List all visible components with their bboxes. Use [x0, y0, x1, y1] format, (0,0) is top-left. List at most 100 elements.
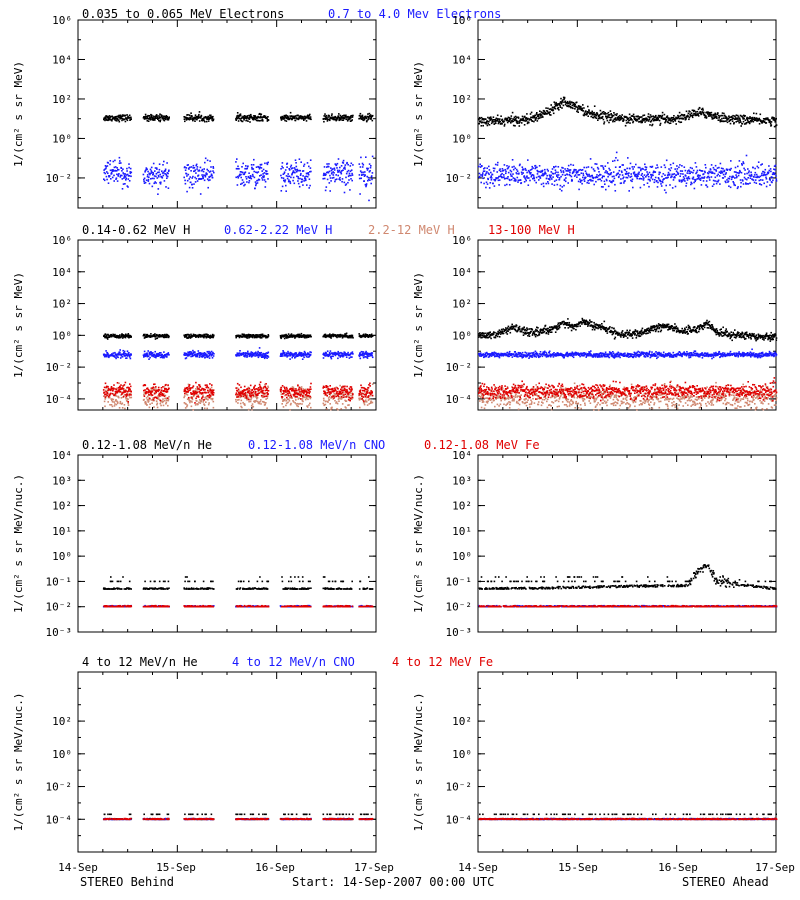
data-point — [566, 173, 568, 176]
data-point — [605, 117, 608, 120]
data-point — [294, 396, 297, 399]
data-point — [205, 172, 208, 174]
data-point — [485, 186, 487, 189]
data-point — [188, 114, 191, 116]
data-point — [281, 353, 283, 355]
data-point — [748, 122, 751, 125]
data-point — [212, 335, 215, 338]
data-point — [498, 175, 500, 178]
data-point — [549, 176, 552, 179]
data-point — [330, 114, 333, 117]
data-point — [641, 118, 644, 120]
data-point — [567, 182, 569, 184]
data-point — [518, 164, 521, 167]
data-point — [675, 170, 678, 172]
data-point — [703, 176, 706, 178]
data-point — [564, 100, 567, 103]
data-point — [165, 175, 168, 177]
data-point — [344, 351, 346, 354]
data-point — [283, 399, 285, 402]
data-point — [302, 354, 305, 357]
data-point — [728, 185, 730, 187]
data-point — [153, 175, 156, 177]
data-point — [651, 173, 653, 176]
data-point — [122, 183, 125, 185]
data-point — [254, 401, 256, 403]
data-point — [498, 119, 500, 121]
data-point — [743, 117, 745, 120]
data-point — [641, 178, 643, 180]
data-point — [259, 335, 261, 338]
data-point — [203, 168, 205, 170]
data-point — [195, 388, 197, 390]
data-point — [656, 164, 658, 166]
data-point — [653, 181, 656, 184]
data-point — [482, 177, 484, 180]
data-point — [713, 172, 716, 175]
data-point — [616, 159, 619, 162]
data-point — [744, 119, 747, 121]
data-point — [606, 179, 608, 182]
data-point — [124, 389, 127, 391]
data-point — [242, 352, 245, 355]
data-point — [151, 388, 153, 390]
data-point — [149, 353, 151, 356]
data-point — [341, 115, 344, 117]
data-point — [751, 178, 754, 181]
data-point — [691, 167, 693, 170]
data-point — [120, 336, 122, 339]
data-point — [248, 180, 251, 182]
data-point — [333, 172, 335, 174]
data-point — [509, 173, 512, 175]
data-point — [338, 354, 340, 357]
data-point — [533, 179, 536, 182]
data-point — [119, 117, 121, 120]
data-point — [121, 117, 124, 120]
data-point — [124, 336, 127, 339]
data-point — [549, 176, 552, 178]
data-point — [638, 173, 640, 175]
data-point — [290, 333, 293, 335]
data-point — [247, 165, 249, 167]
data-point — [128, 175, 131, 177]
data-point — [590, 166, 593, 169]
data-point — [266, 120, 269, 122]
data-point — [106, 336, 108, 338]
data-point — [146, 333, 149, 336]
data-point — [363, 354, 365, 356]
data-point — [157, 398, 159, 400]
data-point — [150, 115, 152, 117]
data-point — [522, 118, 525, 120]
data-point — [322, 177, 324, 180]
data-point — [201, 356, 204, 358]
data-point — [156, 117, 158, 119]
data-point — [504, 118, 506, 121]
data-point — [365, 183, 368, 185]
data-point — [501, 176, 503, 179]
data-point — [125, 179, 127, 181]
data-point — [731, 118, 733, 120]
data-point — [560, 171, 563, 173]
data-point — [254, 396, 257, 398]
data-point — [351, 116, 354, 118]
data-point — [773, 173, 776, 176]
data-point — [348, 179, 350, 181]
data-point — [190, 170, 192, 172]
data-point — [127, 333, 130, 335]
data-point — [192, 175, 194, 178]
data-point — [575, 101, 578, 104]
data-point — [154, 350, 156, 353]
data-point — [577, 174, 579, 176]
data-point — [688, 116, 691, 119]
data-point — [256, 171, 258, 174]
data-point — [115, 395, 118, 397]
data-point — [309, 171, 311, 173]
data-point — [359, 117, 361, 120]
row4-title-3: 4 to 12 MeV Fe — [392, 655, 493, 669]
data-point — [718, 115, 721, 117]
data-point — [211, 333, 214, 336]
data-point — [612, 171, 615, 173]
data-point — [569, 103, 571, 106]
data-point — [599, 109, 602, 112]
data-point — [614, 113, 616, 116]
